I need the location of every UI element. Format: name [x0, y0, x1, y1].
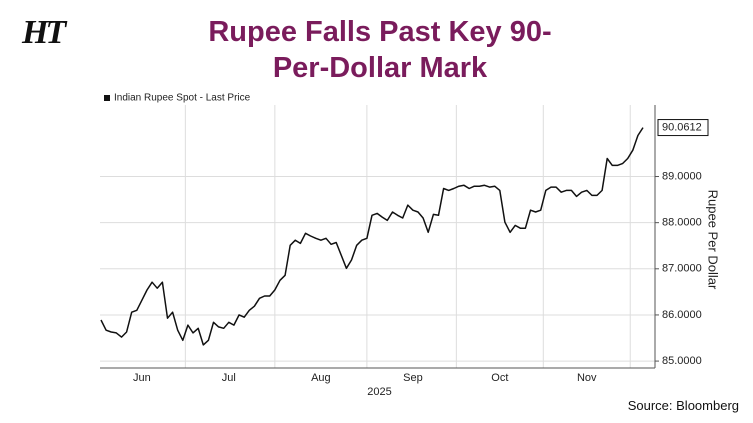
- source: Source: Bloomberg: [627, 398, 739, 413]
- y-tick-label: 86.0000: [662, 309, 702, 321]
- x-tick-label: Jul: [222, 372, 236, 384]
- legend-label: Indian Rupee Spot - Last Price: [114, 93, 251, 104]
- x-tick-label: Oct: [491, 372, 508, 384]
- y-tick-label: 88.0000: [662, 217, 702, 229]
- y-tick-label: 89.0000: [662, 170, 702, 182]
- chart-title: Rupee Falls Past Key 90-Per-Dollar Mark: [208, 16, 552, 84]
- x-tick-label: Nov: [577, 372, 597, 384]
- line-series: [100, 127, 644, 346]
- y-tick-label: 85.0000: [662, 355, 702, 367]
- y-tick-label: 87.0000: [662, 263, 702, 275]
- logo: HT: [22, 14, 66, 51]
- last-value-label: 90.0612: [662, 121, 702, 133]
- x-tick-label: Aug: [311, 372, 331, 384]
- y-axis-label: Rupee Per Dollar: [706, 190, 721, 290]
- x-axis-label: 2025: [367, 386, 391, 398]
- last-value-box: [657, 119, 709, 137]
- x-tick-label: Jun: [133, 372, 151, 384]
- legend-swatch: [104, 95, 110, 101]
- x-tick-label: Sep: [403, 372, 423, 384]
